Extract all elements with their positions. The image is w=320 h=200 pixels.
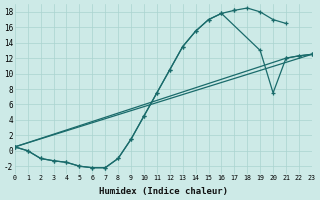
X-axis label: Humidex (Indice chaleur): Humidex (Indice chaleur) xyxy=(99,187,228,196)
